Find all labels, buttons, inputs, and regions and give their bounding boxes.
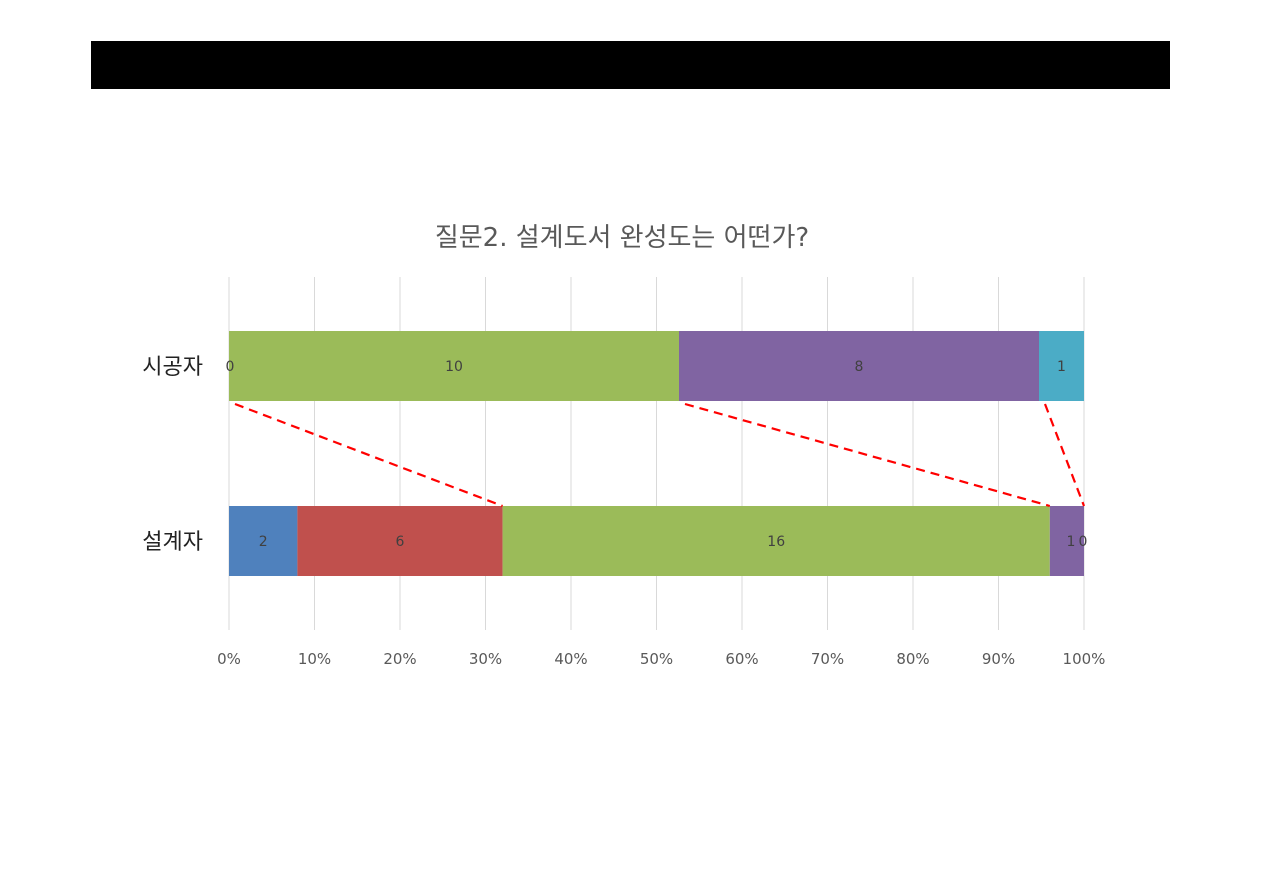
data-label: 1 [1067,534,1076,550]
x-tick-label: 80% [896,650,929,668]
x-tick-label: 30% [469,650,502,668]
x-tick-label: 0% [217,650,241,668]
bar-segment [679,331,1039,401]
x-axis-ticks: 0% 10% 20% 30% 40% 50% 60% 70% 80% 90% 100% [217,650,1105,668]
data-label: 8 [855,359,864,375]
gridlines [228,277,1085,630]
bar-segment [1049,506,1084,576]
title-bar [91,41,1170,89]
x-tick-label: 60% [725,650,758,668]
bar-segment [229,331,679,401]
x-tick-label: 10% [298,650,331,668]
data-label: 0 [1079,534,1088,550]
data-labels: 0 10 8 12 6 16 1 0 [226,359,1088,550]
data-label: 6 [396,534,405,550]
data-label: 1 [1057,359,1066,375]
bar-segment [297,506,503,576]
x-tick-label: 70% [811,650,844,668]
connector-line [1043,403,1086,507]
bar-segment [502,506,1050,576]
category-label: 설계자 [142,530,203,555]
connector-line [234,402,503,508]
connector-line [684,402,1051,508]
bar-segment [229,506,298,576]
x-tick-label: 20% [383,650,416,668]
x-tick-label: 100% [1063,650,1106,668]
data-label: 0 [226,359,235,375]
x-tick-label: 40% [554,650,587,668]
bars [229,331,1084,576]
chart-title: 질문2. 설계도서 완성도는 어떤가? [435,223,809,253]
x-tick-label: 90% [982,650,1015,668]
category-label: 시공자 [142,355,203,380]
x-tick-label: 50% [640,650,673,668]
data-label: 16 [767,534,785,550]
data-label: 2 [259,534,268,550]
data-label: 10 [445,359,463,375]
bar-segment [1039,331,1084,401]
connector-lines [234,402,1086,508]
